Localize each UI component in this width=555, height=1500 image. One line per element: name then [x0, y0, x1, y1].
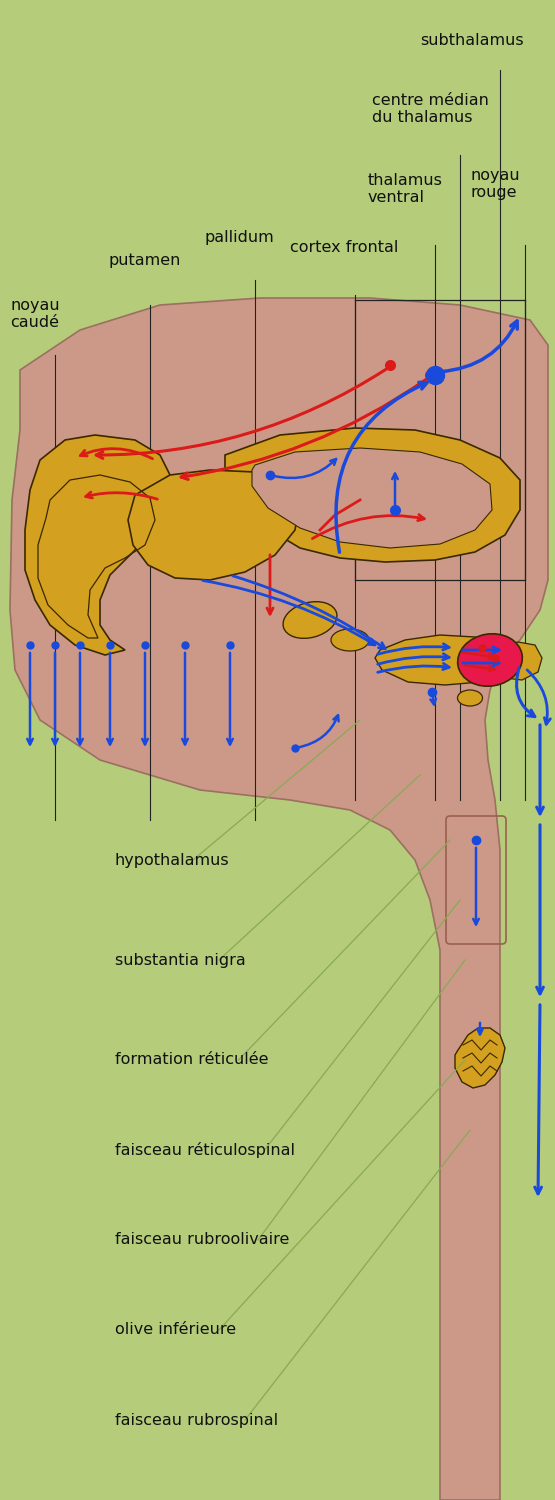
Polygon shape: [10, 298, 548, 1500]
Polygon shape: [375, 634, 505, 686]
Polygon shape: [498, 642, 542, 680]
Text: cortex frontal: cortex frontal: [290, 240, 398, 255]
Ellipse shape: [457, 690, 482, 706]
Polygon shape: [225, 427, 520, 562]
Polygon shape: [455, 1028, 505, 1088]
Text: noyau
caudé: noyau caudé: [10, 297, 59, 330]
Text: faisceau réticulospinal: faisceau réticulospinal: [115, 1142, 295, 1158]
Ellipse shape: [283, 602, 337, 639]
Polygon shape: [25, 435, 170, 656]
Polygon shape: [128, 470, 300, 580]
Text: putamen: putamen: [108, 254, 180, 268]
Text: centre médian
du thalamus: centre médian du thalamus: [372, 93, 489, 124]
Text: thalamus
ventral: thalamus ventral: [368, 172, 443, 206]
Text: hypothalamus: hypothalamus: [115, 852, 230, 867]
Ellipse shape: [331, 628, 369, 651]
Text: olive inférieure: olive inférieure: [115, 1323, 236, 1338]
Text: pallidum: pallidum: [204, 230, 274, 244]
Text: formation réticulée: formation réticulée: [115, 1053, 269, 1068]
Text: faisceau rubroolivaire: faisceau rubroolivaire: [115, 1233, 289, 1248]
Text: noyau
rouge: noyau rouge: [470, 168, 519, 200]
Text: faisceau rubrospinal: faisceau rubrospinal: [115, 1413, 278, 1428]
Polygon shape: [0, 600, 390, 1500]
Polygon shape: [252, 448, 492, 548]
Text: substantia nigra: substantia nigra: [115, 952, 246, 968]
Text: subthalamus: subthalamus: [420, 33, 523, 48]
Ellipse shape: [458, 634, 522, 686]
